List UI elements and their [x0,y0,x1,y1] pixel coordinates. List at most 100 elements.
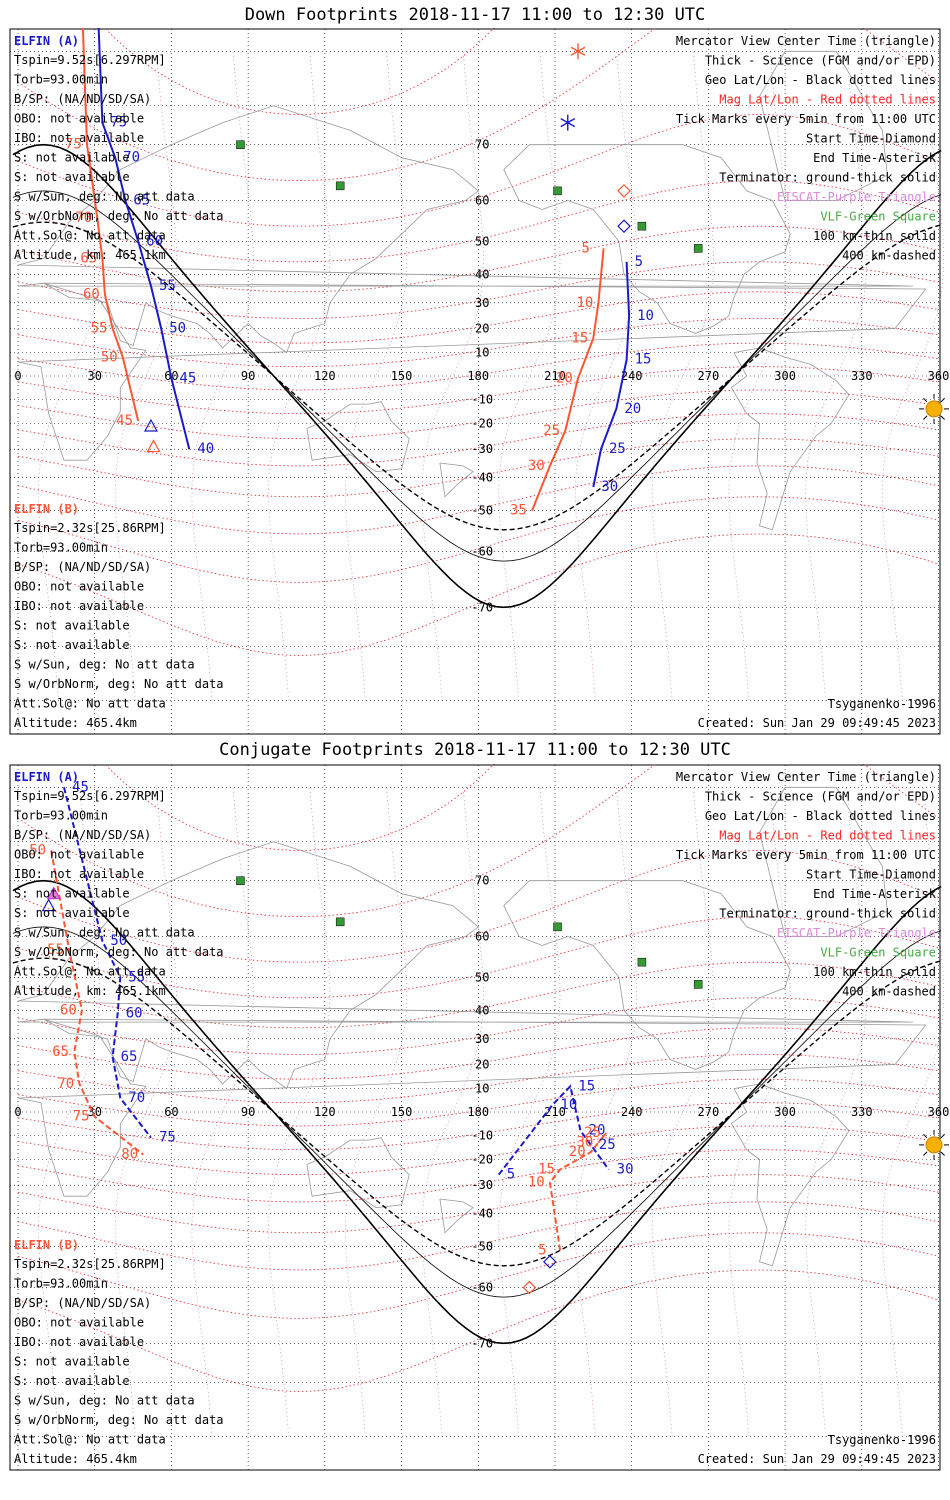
elfin-b-line: B/SP: (NA/ND/SD/SA) [14,560,151,574]
elfin-b-line: S: not available [14,1355,130,1369]
tick-label-b: 20 [556,370,573,386]
tick-label-a: 10 [637,308,654,324]
terminator-line [12,190,942,562]
lat-label: -30 [471,1178,493,1192]
lon-label: 180 [467,1105,489,1119]
tick-label-b: 55 [91,321,108,337]
elfin-a-line: Altitude, km: 465.1km [14,248,166,262]
tick-label-a: 60 [126,1005,143,1021]
center-time-triangle [143,418,158,432]
coastline [503,880,791,1070]
lon-label: 150 [391,1105,413,1119]
tick-label-b: 30 [576,1135,593,1151]
tick-label-a: 70 [128,1090,145,1106]
legend-entry: Thick - Science (FGM and/or EPD) [705,54,936,68]
created-timestamp: Created: Sun Jan 29 09:49:45 2023 [698,716,936,730]
down-footprints-map: 0 30 60 90 120 150 180 210 240 270 300 330 360 70 60 50… [9,28,949,735]
mag-parallel [17,1078,939,1127]
footprint-track [497,1084,610,1176]
terminator [12,143,942,609]
legend-entry: 400 km-dashed [842,985,936,999]
terminator [12,879,942,1345]
tick-label-b: 65 [80,251,97,267]
elfin-b-line: S w/OrbNorm, deg: No att data [14,1413,224,1427]
mag-parallel [17,28,939,182]
coastline [503,144,791,334]
tick-label-b: 30 [528,458,545,474]
lon-label: 360 [928,369,950,383]
elfin-b-line: S w/Sun, deg: No att data [14,658,195,672]
lat-label: -60 [471,545,493,559]
axis-labels: 0 30 60 90 120 150 180 210 240 270 300 330 360 70 60 50… [14,138,949,615]
coastline [759,786,888,937]
tick-label-a: 10 [560,1097,577,1113]
tick-label-a: 25 [599,1137,616,1153]
footprint-track [548,1132,607,1251]
vlf-site-marker [693,244,703,253]
coastline [17,282,927,461]
elfin-b-line: IBO: not available [14,1335,144,1349]
mag-parallel [17,342,939,391]
lon-label: 330 [851,369,873,383]
elfin-b-info: ELFIN (B) Tspin=2.32s[25.86RPM] Torb=93.00… [14,1238,224,1466]
sun-ray [923,1133,928,1139]
tick-label-a: 15 [635,352,652,368]
mag-parallel [17,366,939,415]
elfin-b-info: ELFIN (B) Tspin=2.32s[25.86RPM] Torb=93.00… [14,502,224,730]
lat-label: 20 [475,322,489,336]
lat-label: -70 [471,600,493,614]
lon-label: 270 [698,369,720,383]
elfin-a-line: Torb=93.00min [14,809,108,823]
legend-entry: 100 km-thin solid [813,229,936,243]
tick-label-b: 65 [52,1044,69,1060]
vlf-site-marker [553,922,562,932]
lat-label: 30 [475,1032,489,1046]
tick-label-b: 60 [60,1002,77,1018]
vlf-site-marker [637,221,647,231]
tick-label-b: 20 [569,1144,586,1160]
elfin-a-info: ELFIN (A) Tspin=9.52s[6.297RPM] Torb=93.00… [14,34,224,262]
elfin-b-line: Torb=93.00min [14,541,108,555]
mag-parallel [17,496,939,583]
legend-entry: Thick - Science (FGM and/or EPD) [705,790,936,804]
lat-label: 40 [475,1003,489,1017]
mag-parallel [17,850,939,963]
tick-label-b: 75 [73,1109,90,1125]
start-time-diamond [543,1254,557,1269]
elfin-b-line: B/SP: (NA/ND/SD/SA) [14,1296,151,1310]
mag-parallel [17,114,939,227]
lat-label: -20 [471,1153,493,1167]
vlf-site-marker [335,181,345,191]
lon-label: 300 [774,1105,796,1119]
mag-parallel [17,438,939,498]
vlf-site-marker [637,957,647,967]
elfin-a-line: S w/Sun, deg: No att data [14,926,195,940]
mag-parallel [17,1201,939,1271]
tick-label-b: 50 [101,349,118,365]
coastline [17,841,913,1090]
lat-label: 10 [475,346,489,360]
elfin-a-line: Att.Sol@: No att data [14,229,166,243]
legend-entry: Mag Lat/Lon - Red dotted lines [719,93,936,107]
lat-label: 70 [475,874,489,888]
tick-label-a: 5 [507,1167,515,1183]
tick-label-b: 70 [75,210,92,226]
tick-label-b: 25 [584,1125,601,1141]
elfin-a-name: ELFIN (A) [14,34,79,48]
tick-label-b: 70 [57,1076,74,1092]
sun-ray [923,415,928,420]
lat-label: 50 [475,234,489,248]
elfin-a-line: Altitude, km: 465.1km [14,984,166,998]
panel-title-conjugate: Conjugate Footprints 2018-11-17 11:00 to… [219,740,731,760]
tick-label-b: 5 [538,1242,546,1258]
coastline [439,462,474,498]
elfin-a-line: B/SP: (NA/ND/SD/SA) [14,92,151,106]
footprint-track [63,787,152,1139]
tick-label-a: 40 [197,441,214,457]
sun-ray [923,397,928,403]
legend-entry: VLF-Green Square [820,946,936,960]
lat-label: -50 [471,1240,493,1254]
tick-label-b: 15 [571,330,588,346]
tick-label-b: 10 [528,1175,545,1191]
tick-label-a: 65 [133,192,150,208]
